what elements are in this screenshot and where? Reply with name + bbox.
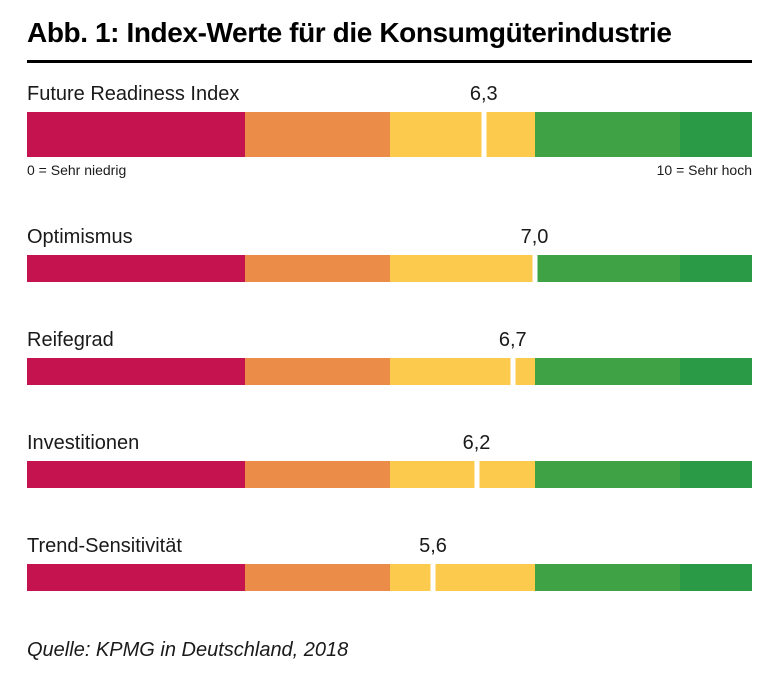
figure-title: Abb. 1: Index-Werte für die Konsumgüteri… xyxy=(27,17,672,48)
bar-label: Investitionen xyxy=(27,431,140,454)
bar-value-label: 7,0 xyxy=(520,225,549,248)
bar-color-scale xyxy=(27,111,752,157)
scale-segment-sehr-hoch xyxy=(679,357,752,385)
bar-value-label: 5,6 xyxy=(419,534,447,557)
bar-row-head: Investitionen 6,2 xyxy=(27,431,752,455)
scale-segment-hoch xyxy=(534,563,680,591)
scale-segment-sehr-niedrig xyxy=(27,460,245,488)
scale-axis-labels: 0 = Sehr niedrig 10 = Sehr hoch xyxy=(27,162,752,179)
scale-segment-sehr-hoch xyxy=(679,563,752,591)
scale-segment-niedrig xyxy=(244,111,390,157)
scale-segment-sehr-hoch xyxy=(679,254,752,282)
bar-row: Future Readiness Index 6,3 0 = Sehr nied… xyxy=(27,82,752,179)
scale-segment-sehr-niedrig xyxy=(27,111,245,157)
scale-segment-sehr-niedrig xyxy=(27,563,245,591)
value-marker xyxy=(430,563,436,591)
value-marker xyxy=(510,357,516,385)
value-marker xyxy=(481,111,487,157)
scale-segment-niedrig xyxy=(244,460,390,488)
scale-segment-mittel xyxy=(389,460,535,488)
bar-row: Reifegrad 6,7 xyxy=(27,328,752,385)
scale-max-label: 10 = Sehr hoch xyxy=(656,161,752,178)
bar-row: Optimismus 7,0 xyxy=(27,225,752,282)
scale-segment-hoch xyxy=(534,460,680,488)
scale-segment-hoch xyxy=(534,254,680,282)
bar-row: Trend-Sensitivität 5,6 xyxy=(27,534,752,591)
scale-segment-niedrig xyxy=(244,357,390,385)
value-marker xyxy=(474,460,479,488)
bar-row-head: Future Readiness Index 6,3 xyxy=(27,82,752,106)
bar-value-label: 6,3 xyxy=(469,82,498,105)
source-note: Quelle: KPMG in Deutschland, 2018 xyxy=(27,638,349,661)
bar-label: Reifegrad xyxy=(27,328,114,351)
bar-row: Investitionen 6,2 xyxy=(27,431,752,488)
scale-segment-sehr-hoch xyxy=(679,111,752,157)
scale-min-label: 0 = Sehr niedrig xyxy=(27,161,127,178)
scale-segment-niedrig xyxy=(244,563,390,591)
bar-row-head: Optimismus 7,0 xyxy=(27,225,752,249)
scale-segment-niedrig xyxy=(244,254,390,282)
scale-segment-sehr-hoch xyxy=(679,460,752,488)
scale-segment-mittel xyxy=(389,563,535,591)
bar-row-head: Trend-Sensitivität 5,6 xyxy=(27,534,752,558)
bar-value-label: 6,7 xyxy=(498,328,527,351)
bar-color-scale xyxy=(27,254,752,282)
value-marker xyxy=(532,254,537,282)
bar-value-label: 6,2 xyxy=(462,431,491,454)
scale-segment-sehr-niedrig xyxy=(27,254,245,282)
bar-label: Optimismus xyxy=(27,225,133,248)
bar-color-scale xyxy=(27,563,752,591)
title-rule xyxy=(27,59,752,63)
bar-row-head: Reifegrad 6,7 xyxy=(27,328,752,352)
scale-segment-hoch xyxy=(534,111,680,157)
index-bar-chart: Future Readiness Index 6,3 0 = Sehr nied… xyxy=(27,82,752,591)
scale-segment-mittel xyxy=(389,254,535,282)
scale-segment-mittel xyxy=(389,111,535,157)
scale-segment-hoch xyxy=(534,357,680,385)
scale-segment-sehr-niedrig xyxy=(27,357,245,385)
bar-label: Trend-Sensitivität xyxy=(27,534,182,557)
bar-label: Future Readiness Index xyxy=(27,82,240,105)
bar-color-scale xyxy=(27,357,752,385)
bar-color-scale xyxy=(27,460,752,488)
